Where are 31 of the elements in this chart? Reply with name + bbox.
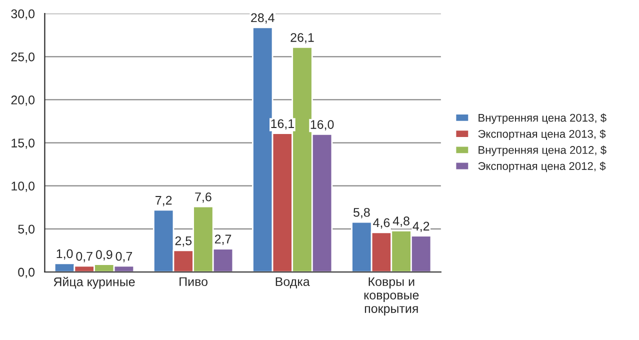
legend-label: Экспортная цена 2013, $	[478, 129, 606, 140]
data-label: 2,7	[214, 234, 232, 245]
legend-label: Внутренняя цена 2012, $	[478, 146, 606, 156]
y-tick-label: 0,0	[18, 268, 35, 278]
data-label: 16,1	[271, 119, 294, 130]
data-label: 1,0	[56, 249, 73, 260]
y-tick-label: 10,0	[12, 182, 35, 192]
legend-label: Внутренняя цена 2013, $	[478, 113, 606, 124]
y-tick-label: 20,0	[11, 96, 35, 106]
x-tick-label: Пиво	[180, 277, 208, 286]
data-label: 2,5	[175, 236, 192, 247]
y-tick-label: 15,0	[12, 138, 35, 149]
data-label: 26,1	[290, 33, 314, 44]
y-tick-label: 30,0	[11, 9, 35, 20]
data-label: 16,0	[310, 120, 334, 130]
data-label: 0,7	[76, 252, 92, 262]
data-label: 0,9	[96, 250, 112, 260]
data-label: 5,8	[353, 208, 370, 218]
x-tick-label: Яйца куриные	[54, 276, 135, 289]
data-label: 7,2	[156, 196, 172, 206]
data-label: 4,6	[373, 218, 390, 229]
y-tick-label: 5,0	[18, 224, 35, 236]
y-tick-label: 25,0	[11, 52, 35, 63]
x-tick-label: Ковры и ковровые покрытия	[364, 277, 419, 316]
data-label: 0,7	[116, 252, 132, 262]
x-tick-label: Водка	[276, 277, 310, 288]
data-label: 7,6	[195, 192, 212, 203]
data-label: 4,2	[412, 222, 430, 232]
data-label: 28,4	[251, 13, 274, 24]
data-label: 4,8	[392, 216, 410, 227]
legend-label: Экспортная цена 2012, $	[478, 162, 606, 172]
